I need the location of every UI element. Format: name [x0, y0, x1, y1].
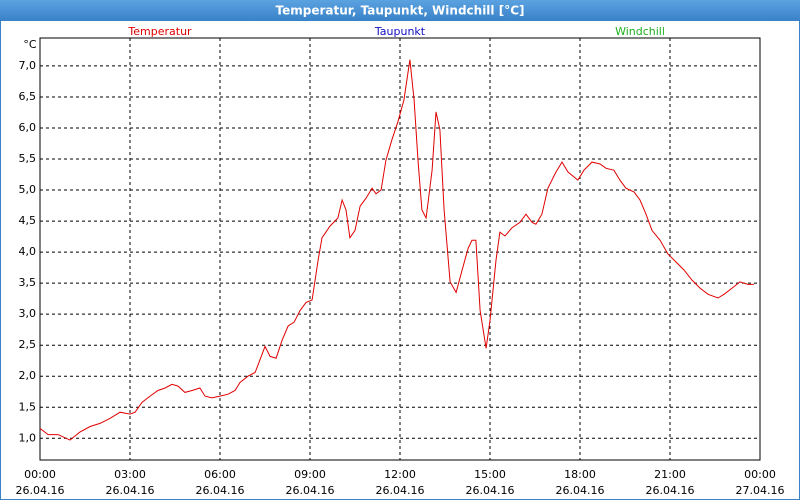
x-tick-label: 18:00	[564, 468, 596, 481]
x-tick-date: 26.04.16	[196, 484, 245, 497]
x-tick-date: 26.04.16	[646, 484, 695, 497]
y-tick-label: 1,5	[19, 400, 37, 413]
y-tick-label: 1,0	[19, 431, 37, 444]
legend-entry: Windchill	[615, 25, 665, 38]
x-tick-date: 26.04.16	[376, 484, 425, 497]
x-tick-label: 06:00	[204, 468, 236, 481]
y-tick-label: 5,0	[19, 183, 37, 196]
y-tick-label: 2,0	[19, 369, 37, 382]
x-tick-date: 26.04.16	[16, 484, 65, 497]
y-tick-label: 5,5	[19, 152, 37, 165]
y-tick-label: 3,5	[19, 276, 37, 289]
x-tick-label: 12:00	[384, 468, 416, 481]
plot-frame	[39, 37, 761, 461]
title-bar	[0, 0, 800, 21]
y-axis-unit: °C	[23, 38, 37, 51]
y-tick-label: 4,5	[19, 214, 37, 227]
x-tick-label: 00:00	[744, 468, 776, 481]
data-line	[39, 59, 754, 441]
x-tick-date: 26.04.16	[556, 484, 605, 497]
x-tick-label: 03:00	[114, 468, 146, 481]
x-tick-label: 00:00	[24, 468, 56, 481]
y-tick-label: 4,0	[19, 245, 37, 258]
legend-entry: Temperatur	[127, 25, 192, 38]
x-tick-date: 27.04.16	[736, 484, 785, 497]
y-tick-label: 2,5	[19, 338, 37, 351]
y-tick-label: 6,0	[19, 121, 37, 134]
y-tick-label: 3,0	[19, 307, 37, 320]
x-tick-date: 26.04.16	[466, 484, 515, 497]
y-tick-label: 6,5	[19, 90, 37, 103]
x-tick-date: 26.04.16	[106, 484, 155, 497]
x-tick-date: 26.04.16	[286, 484, 335, 497]
y-tick-label: 7,0	[19, 59, 37, 72]
legend-entry: Taupunkt	[374, 25, 426, 38]
chart-title: Temperatur, Taupunkt, Windchill [°C]	[276, 4, 525, 18]
x-tick-label: 21:00	[654, 468, 686, 481]
x-tick-label: 15:00	[474, 468, 506, 481]
x-tick-label: 09:00	[294, 468, 326, 481]
